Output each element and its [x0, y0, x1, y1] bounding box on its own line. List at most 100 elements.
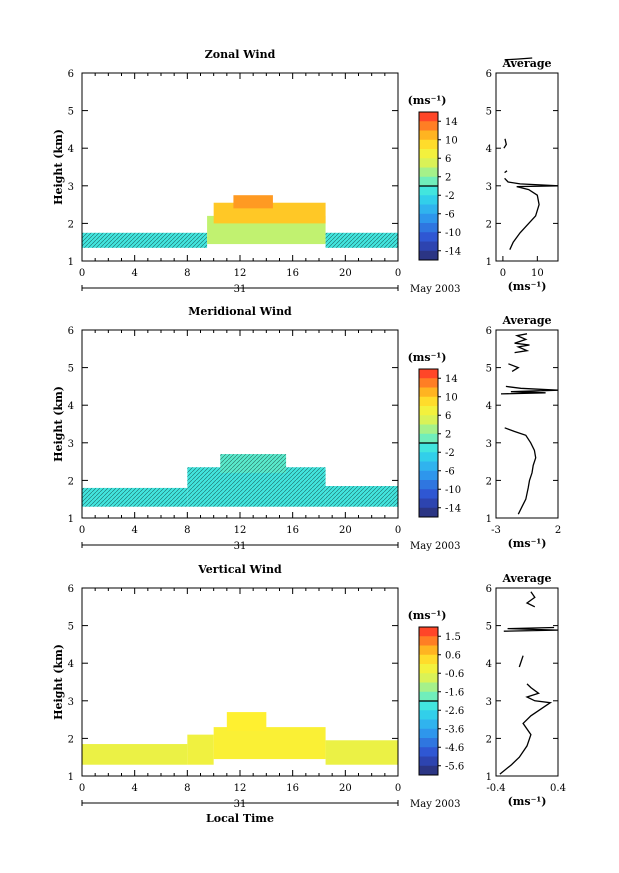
- profile-y-tick-label: 3: [486, 182, 492, 193]
- profile-x-tick-label: 0: [500, 268, 506, 279]
- profile-frame: [495, 72, 559, 262]
- colorbar-cell: [419, 130, 438, 141]
- colorbar-tick-label: -5.6: [445, 761, 464, 772]
- data-cell: [233, 195, 273, 209]
- profile-line: [500, 385, 559, 395]
- month-label: May 2003: [410, 799, 460, 810]
- x-tick-label: 8: [184, 268, 190, 279]
- colorbar-cell: [419, 645, 438, 656]
- colorbar-cell: [419, 139, 438, 150]
- colorbar-cell: [419, 424, 438, 435]
- x-tick-label: 8: [184, 783, 190, 794]
- colorbar-cell: [419, 710, 438, 720]
- profile-y-tick-label: 5: [486, 364, 492, 375]
- y-tick-label: 6: [68, 584, 74, 595]
- profile-y-tick-label: 5: [486, 622, 492, 633]
- data-cell-texture: [325, 486, 398, 507]
- colorbar-cell: [419, 250, 438, 261]
- colorbar-cell: [419, 673, 438, 683]
- profile-y-tick-label: 6: [486, 69, 492, 80]
- colorbar-cell: [419, 406, 438, 416]
- colorbar-tick-label: 6: [445, 411, 451, 422]
- x-tick-label: 0: [395, 525, 401, 536]
- x-tick-label: 16: [286, 525, 299, 536]
- profile-y-tick-label: 6: [486, 326, 492, 337]
- x-tick-label: 12: [234, 525, 247, 536]
- x-tick-label: 16: [286, 268, 299, 279]
- colorbar-tick-label: 2: [445, 172, 451, 183]
- colorbar-tick-label: -14: [445, 246, 461, 257]
- colorbar-cell: [419, 167, 438, 178]
- y-tick-label: 2: [68, 219, 74, 230]
- data-cell: [325, 740, 398, 765]
- x-tick-label: 0: [395, 268, 401, 279]
- y-axis-label: Height (km): [52, 129, 65, 205]
- colorbar-tick-label: -6: [445, 466, 455, 477]
- y-tick-label: 5: [68, 622, 74, 633]
- profile-line: [503, 626, 559, 632]
- colorbar-tick-label: 14: [445, 117, 458, 128]
- profile-title: Average: [501, 314, 551, 327]
- colorbar-unit: (ms⁻¹): [408, 609, 447, 622]
- profile-x-tick-label: 10: [531, 268, 544, 279]
- profile-frame: [495, 329, 559, 519]
- data-cell-texture: [82, 487, 188, 507]
- data-cell: [82, 744, 188, 765]
- panel-title: Meridional Wind: [188, 305, 292, 318]
- colorbar-cell: [419, 176, 438, 187]
- colorbar-tick-label: -4.6: [445, 743, 464, 754]
- colorbar-cell: [419, 452, 438, 462]
- y-tick-label: 3: [68, 439, 74, 450]
- profile-y-tick-label: 1: [486, 514, 492, 525]
- y-tick-label: 6: [68, 326, 74, 337]
- colorbar-cell: [419, 443, 438, 453]
- colorbar-cell: [419, 719, 438, 730]
- profile-y-tick-label: 1: [486, 772, 492, 783]
- colorbar-cell: [419, 507, 438, 518]
- colorbar-cell: [419, 636, 438, 646]
- y-tick-label: 4: [68, 659, 74, 670]
- colorbar-cell: [419, 756, 438, 767]
- profile-y-tick-label: 4: [486, 401, 492, 412]
- colorbar-cell: [419, 241, 438, 252]
- y-tick-label: 1: [68, 514, 74, 525]
- colorbar-unit: (ms⁻¹): [408, 351, 447, 364]
- colorbar-cell: [419, 223, 438, 233]
- colorbar-tick-label: -10: [445, 228, 461, 239]
- colorbar-tick-label: -2.6: [445, 706, 464, 717]
- x-tick-label: 0: [79, 783, 85, 794]
- colorbar-cell: [419, 396, 438, 407]
- y-tick-label: 4: [68, 401, 74, 412]
- profile-y-tick-label: 2: [486, 734, 492, 745]
- y-tick-label: 3: [68, 182, 74, 193]
- colorbar-cell: [419, 664, 438, 674]
- colorbar-cell: [419, 204, 438, 215]
- profile-y-tick-label: 2: [486, 219, 492, 230]
- colorbar-tick-label: -3.6: [445, 724, 464, 735]
- profile-y-tick-label: 2: [486, 476, 492, 487]
- colorbar-tick-label: 6: [445, 154, 451, 165]
- profile-x-tick-label: -0.4: [486, 783, 505, 794]
- colorbar-cell: [419, 369, 438, 379]
- month-label: May 2003: [410, 284, 460, 295]
- colorbar-cell: [419, 765, 438, 776]
- colorbar-tick-label: 1.5: [445, 632, 461, 643]
- y-axis-label: Height (km): [52, 386, 65, 462]
- colorbar-cell: [419, 654, 438, 665]
- colorbar-cell: [419, 415, 438, 425]
- colorbar-cell: [419, 498, 438, 509]
- x-tick-label: 12: [234, 268, 247, 279]
- profile-line: [518, 655, 524, 668]
- y-tick-label: 4: [68, 144, 74, 155]
- colorbar-tick-label: -2: [445, 191, 455, 202]
- x-tick-label: 16: [286, 783, 299, 794]
- colorbar-cell: [419, 701, 438, 711]
- y-tick-label: 1: [68, 772, 74, 783]
- x-tick-label: 20: [339, 783, 352, 794]
- x-tick-label: 0: [79, 525, 85, 536]
- x-tick-label: 8: [184, 525, 190, 536]
- y-tick-label: 1: [68, 257, 74, 268]
- profile-x-axis-label: (ms⁻¹): [508, 280, 547, 293]
- colorbar-cell: [419, 186, 438, 196]
